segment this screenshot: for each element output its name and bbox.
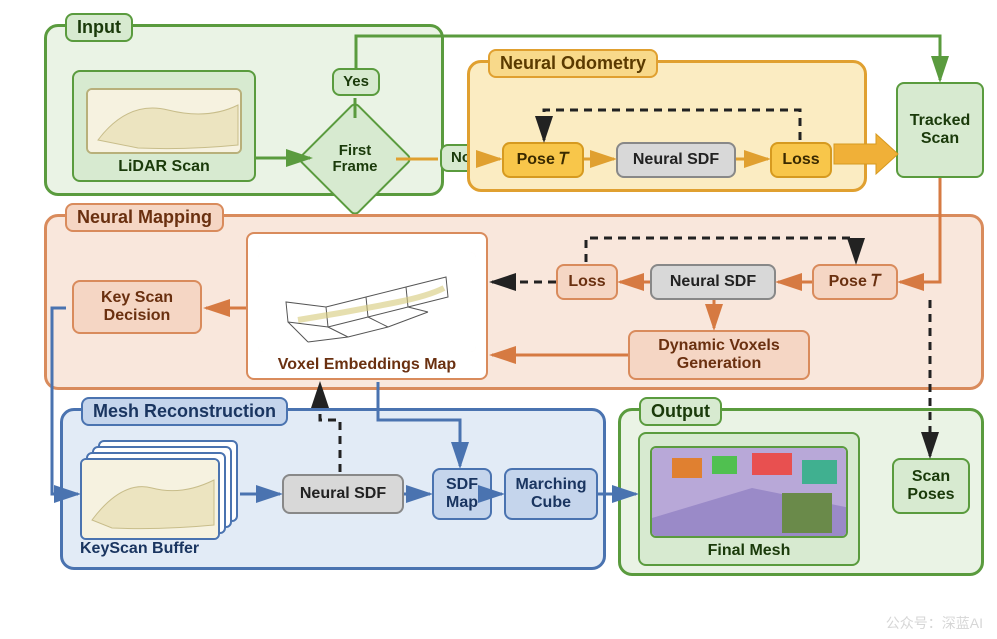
- key-scan-decision-box: Key Scan Decision: [72, 280, 202, 334]
- lidar-scan-image: [86, 88, 242, 154]
- odometry-pose-box: Pose 𝑇: [502, 142, 584, 178]
- keyscan-buffer-stack: KeyScan Buffer: [80, 440, 250, 556]
- mesh-render-icon: [652, 448, 848, 538]
- mapping-pose-box: Pose 𝑇: [812, 264, 898, 300]
- tracked-scan-box: Tracked Scan: [896, 82, 984, 178]
- watermark-text: 公众号：深蓝AI: [886, 613, 983, 633]
- dynamic-voxels-label: Dynamic Voxels Generation: [658, 337, 780, 374]
- yes-label: Yes: [343, 73, 369, 90]
- odometry-loss-label: Loss: [782, 151, 819, 169]
- final-mesh-label: Final Mesh: [708, 542, 791, 560]
- dynamic-voxels-box: Dynamic Voxels Generation: [628, 330, 810, 380]
- lidar-scan-card: LiDAR Scan: [72, 70, 256, 182]
- sdf-map-box: SDF Map: [432, 468, 492, 520]
- odometry-neural-sdf-label: Neural SDF: [633, 151, 719, 169]
- voxel-wireframe-icon: [258, 252, 476, 352]
- input-title: Input: [65, 13, 133, 42]
- odometry-loss-box: Loss: [770, 142, 832, 178]
- keyscan-buffer-label: KeyScan Buffer: [80, 540, 199, 558]
- mesh-neural-sdf-label: Neural SDF: [300, 485, 386, 503]
- voxel-map-label: Voxel Embeddings Map: [278, 356, 456, 374]
- yes-box: Yes: [332, 68, 380, 96]
- keyscan-image: [80, 458, 220, 540]
- output-title: Output: [639, 397, 722, 426]
- first-frame-decision: First Frame: [314, 118, 396, 200]
- scan-poses-label: Scan Poses: [907, 468, 954, 505]
- neural-mapping-title: Neural Mapping: [65, 203, 224, 232]
- key-scan-decision-label: Key Scan Decision: [101, 289, 173, 326]
- mapping-neural-sdf-box: Neural SDF: [650, 264, 776, 300]
- mapping-neural-sdf-label: Neural SDF: [670, 273, 756, 291]
- lidar-scan-label: LiDAR Scan: [118, 158, 210, 176]
- final-mesh-card: Final Mesh: [638, 432, 860, 566]
- neural-odometry-title: Neural Odometry: [488, 49, 658, 78]
- mesh-recon-title: Mesh Reconstruction: [81, 397, 288, 426]
- tracked-scan-label: Tracked Scan: [910, 112, 970, 149]
- odometry-pose-label: Pose 𝑇: [517, 151, 570, 169]
- voxel-map-image: [258, 252, 476, 352]
- scan-poses-box: Scan Poses: [892, 458, 970, 514]
- lidar-image-icon: [88, 90, 242, 154]
- final-mesh-image: [650, 446, 848, 538]
- mesh-neural-sdf-box: Neural SDF: [282, 474, 404, 514]
- mapping-loss-label: Loss: [568, 273, 605, 291]
- mapping-loss-box: Loss: [556, 264, 618, 300]
- odometry-neural-sdf-box: Neural SDF: [616, 142, 736, 178]
- voxel-map-card: Voxel Embeddings Map: [246, 232, 488, 380]
- marching-cube-box: Marching Cube: [504, 468, 598, 520]
- sdf-map-label: SDF Map: [446, 476, 478, 513]
- mapping-pose-label: Pose 𝑇: [829, 273, 882, 291]
- marching-cube-label: Marching Cube: [515, 476, 586, 513]
- first-frame-label: First Frame: [332, 143, 377, 176]
